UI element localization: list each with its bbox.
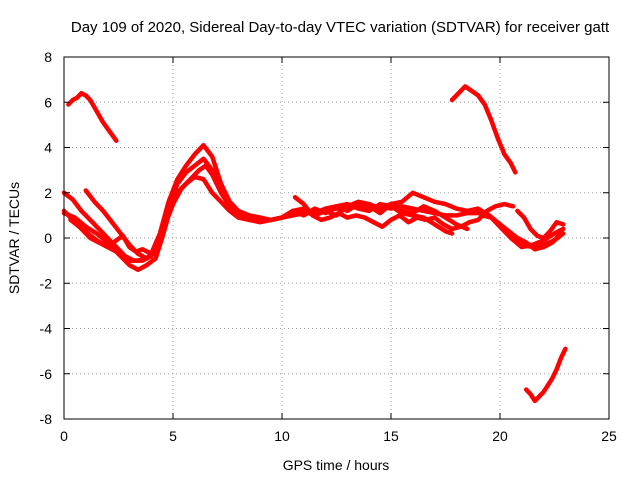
series-track-4 xyxy=(68,142,455,257)
y-axis-label: SDTVAR / TECUs xyxy=(6,182,22,294)
series-track-9 xyxy=(66,90,119,143)
y-tick-label: -2 xyxy=(40,275,53,291)
axis-tick-labels: 0 5 10 15 20 25 -8 -6 -4 -2 0 2 4 6 8 xyxy=(40,49,617,444)
y-tick-label: 4 xyxy=(44,140,52,156)
x-tick-label: 5 xyxy=(169,428,177,444)
y-tick-label: 8 xyxy=(44,49,52,65)
y-tick-label: -8 xyxy=(40,411,53,427)
y-tick-label: 6 xyxy=(44,94,52,110)
y-tick-label: -6 xyxy=(40,366,53,382)
axis-ticks xyxy=(63,56,610,420)
x-tick-label: 15 xyxy=(383,428,399,444)
series-track-7 xyxy=(480,213,564,252)
y-tick-label: 2 xyxy=(44,185,52,201)
series-track-6 xyxy=(292,195,516,232)
y-tick-label: 0 xyxy=(44,230,52,246)
series-track-5 xyxy=(83,188,158,261)
x-tick-label: 25 xyxy=(601,428,617,444)
series-track-10 xyxy=(449,84,518,175)
x-tick-label: 20 xyxy=(492,428,508,444)
chart-title: Day 109 of 2020, Sidereal Day-to-day VTE… xyxy=(71,19,610,36)
data-series xyxy=(61,84,568,404)
x-tick-label: 0 xyxy=(60,428,68,444)
x-tick-label: 10 xyxy=(274,428,290,444)
series-track-11 xyxy=(523,346,568,404)
y-tick-label: -4 xyxy=(40,321,53,337)
x-axis-label: GPS time / hours xyxy=(283,457,390,473)
grid xyxy=(64,57,609,419)
series-track-8 xyxy=(515,208,566,241)
